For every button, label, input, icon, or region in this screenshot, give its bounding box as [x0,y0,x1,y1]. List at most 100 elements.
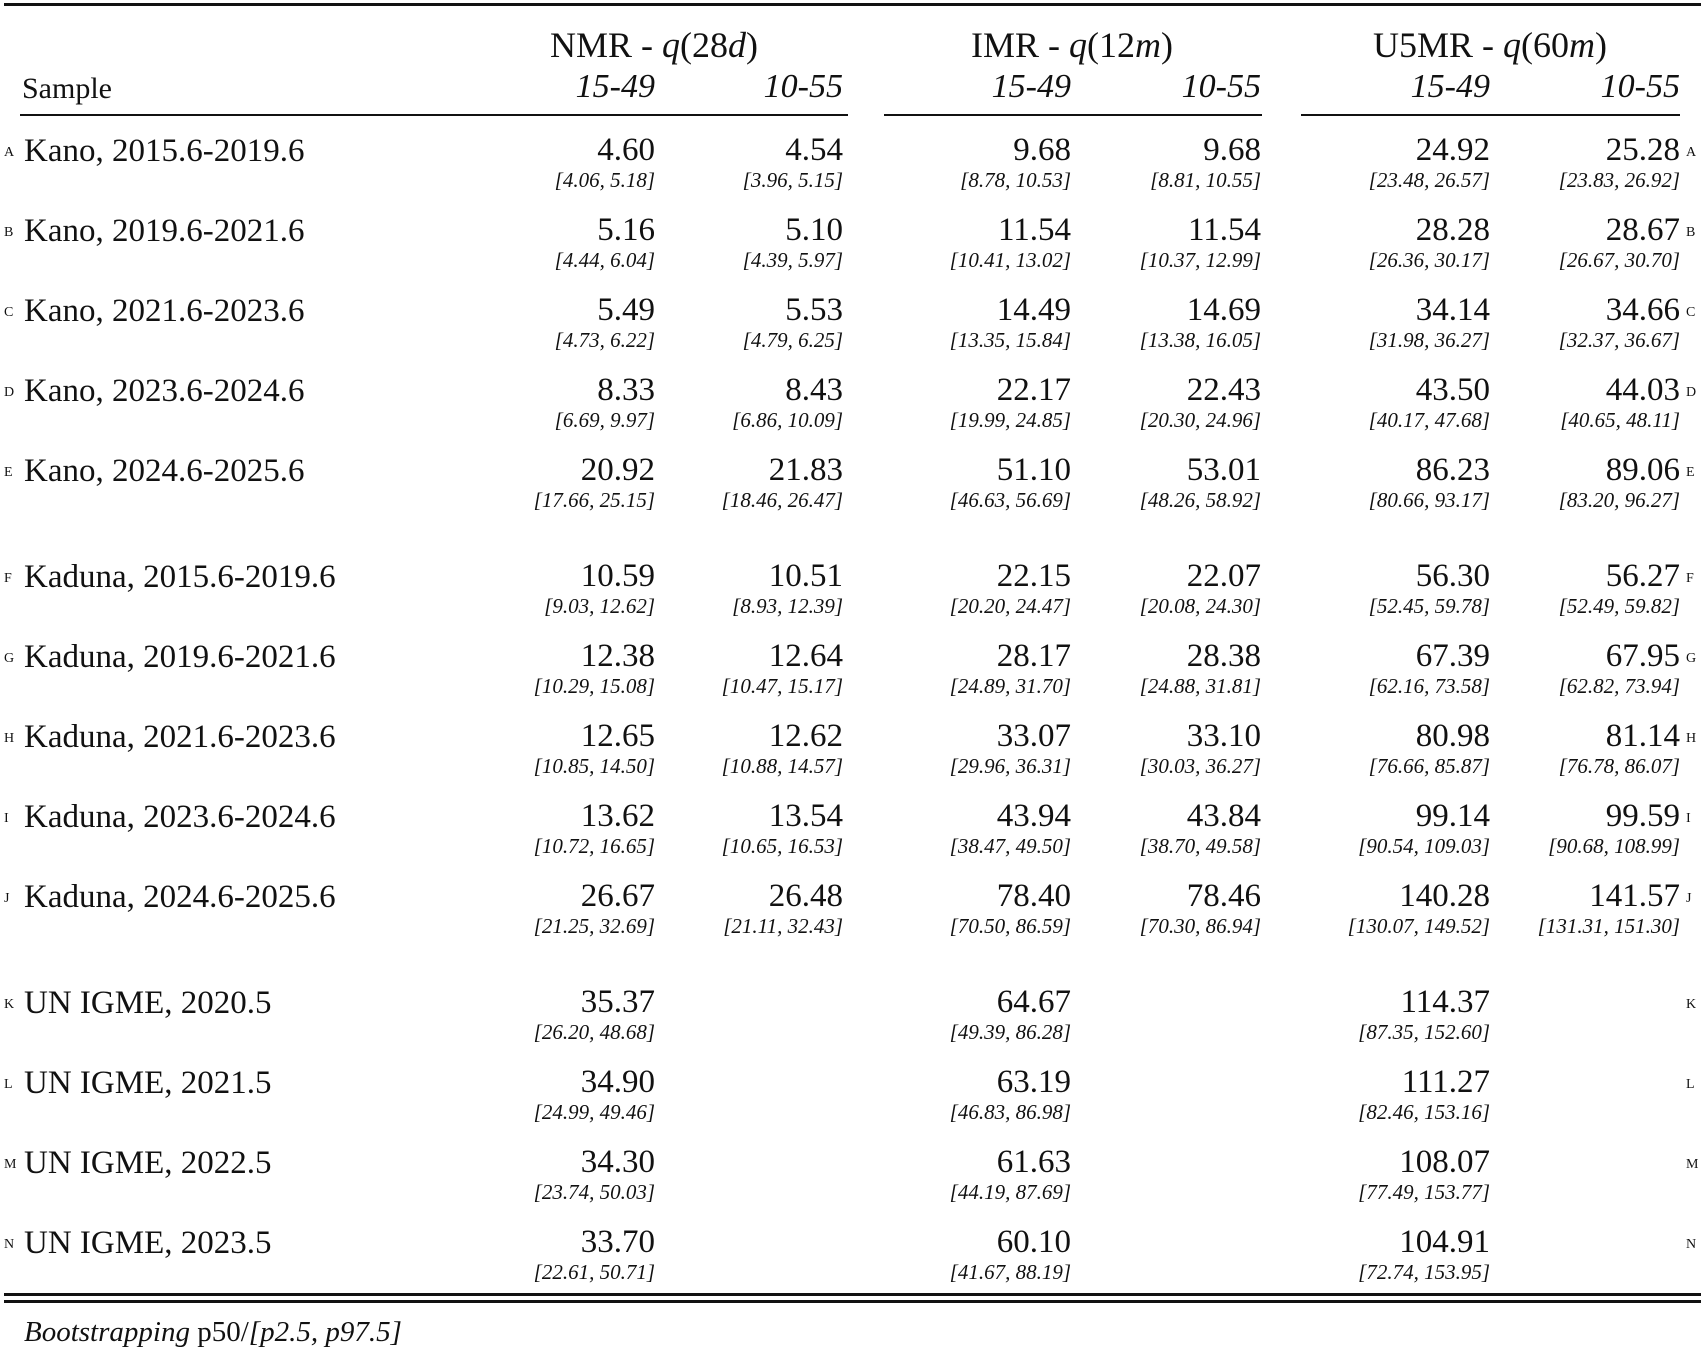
cell-interval: [46.63, 56.69] [949,488,1071,512]
cell-median: 34.14 [1415,292,1490,328]
cell-median: 28.17 [996,638,1071,674]
table-bottom-rule [4,1293,1701,1296]
table-cell: 114.37 [87.35, 152.60] [1300,985,1490,1043]
cell-median: 104.91 [1399,1224,1490,1260]
cell-interval: [80.66, 93.17] [1368,488,1490,512]
table-cell: 43.94 [38.47, 49.50] [881,799,1071,857]
table-cell: 140.28 [130.07, 149.52] [1300,879,1490,937]
cell-median: 9.68 [1013,132,1071,168]
row-label: Kaduna, 2015.6-2019.6 [24,559,336,595]
cell-interval: [19.99, 24.85] [949,408,1071,432]
table-cell: 13.54 [10.65, 16.53] [653,799,843,857]
cell-interval: [24.88, 31.81] [1139,674,1261,698]
cell-median: 4.54 [785,132,843,168]
cell-median: 12.38 [580,638,655,674]
table-cell: 12.65 [10.85, 14.50] [465,719,655,777]
cell-interval: [76.78, 86.07] [1558,754,1680,778]
cell-median: 33.10 [1186,718,1261,754]
table-cell: 26.67 [21.25, 32.69] [465,879,655,937]
row-letter-right: A [1686,145,1697,160]
cell-interval: [21.25, 32.69] [533,914,655,938]
cell-median: 25.28 [1605,132,1680,168]
cell-interval: [70.30, 86.94] [1139,914,1261,938]
group-title-part: d [728,25,746,65]
cell-median: 43.84 [1186,798,1261,834]
cell-median: 141.57 [1589,878,1680,914]
table-cell: 22.07 [20.08, 24.30] [1071,559,1261,617]
cell-median: 21.83 [768,452,843,488]
cell-interval: [4.39, 5.97] [742,248,843,272]
cell-interval: [82.46, 153.16] [1358,1100,1490,1124]
cell-interval: [24.99, 49.46] [533,1100,655,1124]
row-letter-left: B [4,225,14,240]
group-title-1: IMR - q(12m) [872,24,1272,66]
row-label: UN IGME, 2022.5 [24,1145,272,1181]
cell-median: 5.10 [785,212,843,248]
row-letter-right: N [1686,1237,1697,1252]
table-cell: 11.54 [10.41, 13.02] [881,213,1071,271]
row-label: Kano, 2015.6-2019.6 [24,133,305,169]
table-cell: 33.07 [29.96, 36.31] [881,719,1071,777]
table-cell: 9.68 [8.78, 10.53] [881,133,1071,191]
cell-median: 10.59 [580,558,655,594]
table-row: A Kano, 2015.6-2019.6 4.60 [4.06, 5.18] 4.54… [0,133,1701,203]
row-label: Kano, 2023.6-2024.6 [24,373,305,409]
table-cell: 14.69 [13.38, 16.05] [1071,293,1261,351]
table-cell: 34.14 [31.98, 36.27] [1300,293,1490,351]
cell-median: 114.37 [1400,984,1490,1020]
row-label: Kano, 2021.6-2023.6 [24,293,305,329]
cell-median: 80.98 [1415,718,1490,754]
row-letter-right: M [1686,1157,1699,1172]
table-row: G Kaduna, 2019.6-2021.6 12.38 [10.29, 15.08… [0,639,1701,709]
cell-interval: [90.68, 108.99] [1548,834,1680,858]
subcolumn-header: 10-55 [763,68,843,105]
cell-interval: [9.03, 12.62] [544,594,655,618]
table-row: F Kaduna, 2015.6-2019.6 10.59 [9.03, 12.62]… [0,559,1701,629]
cell-interval: [26.20, 48.68] [533,1020,655,1044]
cell-interval: [10.47, 15.17] [721,674,843,698]
table-cell: 9.68 [8.81, 10.55] [1071,133,1261,191]
table-row: N UN IGME, 2023.5 33.70 [22.61, 50.71] 60.10… [0,1225,1701,1295]
cell-interval: [83.20, 96.27] [1558,488,1680,512]
cell-median: 140.28 [1399,878,1490,914]
table-cell: 56.30 [52.45, 59.78] [1300,559,1490,617]
cell-interval: [4.44, 6.04] [554,248,655,272]
table-cell: 51.10 [46.63, 56.69] [881,453,1071,511]
cell-interval: [6.69, 9.97] [554,408,655,432]
cell-interval: [23.83, 26.92] [1558,168,1680,192]
cell-interval: [8.78, 10.53] [960,168,1071,192]
cell-median: 78.46 [1186,878,1261,914]
cell-median: 51.10 [996,452,1071,488]
subcolumn-header: 10-55 [1181,68,1261,105]
cell-median: 60.10 [996,1224,1071,1260]
row-letter-right: L [1686,1077,1695,1092]
cell-interval: [4.06, 5.18] [554,168,655,192]
cell-median: 5.49 [597,292,655,328]
cell-interval: [130.07, 149.52] [1347,914,1490,938]
cell-interval: [20.30, 24.96] [1139,408,1261,432]
row-label: Kano, 2024.6-2025.6 [24,453,305,489]
row-letter-left: J [4,891,10,906]
group-title-part: IMR - [971,25,1069,65]
table-cell: 33.10 [30.03, 36.27] [1071,719,1261,777]
cell-median: 12.64 [768,638,843,674]
table-cell: 99.59 [90.68, 108.99] [1490,799,1680,857]
cell-median: 5.53 [785,292,843,328]
cell-median: 33.07 [996,718,1071,754]
cell-interval: [20.08, 24.30] [1139,594,1261,618]
cell-interval: [6.86, 10.09] [732,408,843,432]
table-cell: 26.48 [21.11, 32.43] [653,879,843,937]
cell-interval: [62.16, 73.58] [1368,674,1490,698]
group-title-part: ) [1595,25,1607,65]
table-cell: 22.43 [20.30, 24.96] [1071,373,1261,431]
table-cell: 53.01 [48.26, 58.92] [1071,453,1261,511]
row-letter-left: C [4,305,14,320]
group-title-part: U5MR - [1372,25,1503,65]
table-row: M UN IGME, 2022.5 34.30 [23.74, 50.03] 61.63… [0,1145,1701,1215]
table-cell: 10.51 [8.93, 12.39] [653,559,843,617]
table-cell: 99.14 [90.54, 109.03] [1300,799,1490,857]
cell-median: 22.43 [1186,372,1261,408]
row-letter-left: N [4,1237,15,1252]
cell-median: 14.69 [1186,292,1261,328]
cell-median: 67.39 [1415,638,1490,674]
